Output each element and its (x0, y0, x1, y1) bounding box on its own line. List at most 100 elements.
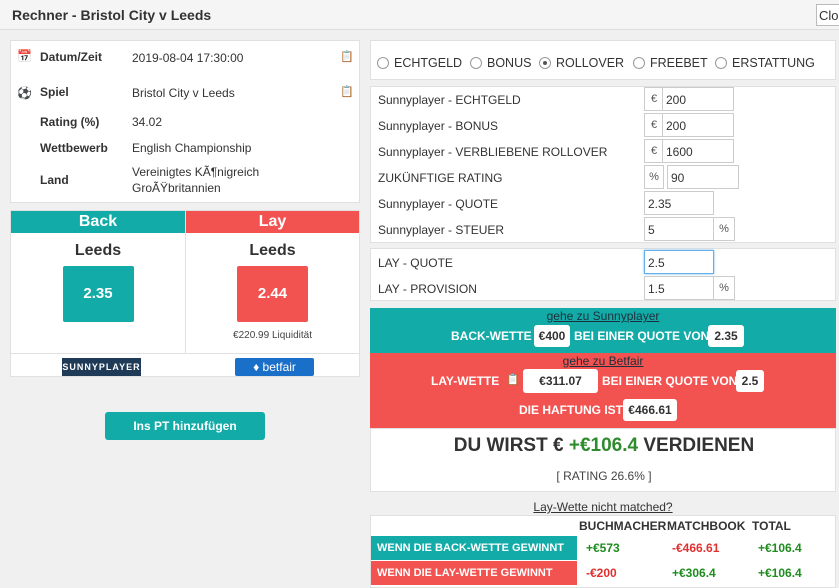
form-row-rating: ZUKÜNFTIGE RATING % 90 (371, 165, 837, 191)
lay-team: Leeds (249, 242, 296, 259)
radio-dot[interactable] (715, 57, 727, 69)
back-team: Leeds (74, 242, 122, 259)
lay-column: Lay Leeds 2.44 €220.99 Liquidität (185, 211, 359, 353)
table-header-matchbook: MATCHBOOK (667, 519, 746, 533)
table-header-total: TOTAL (752, 519, 791, 533)
info-value: 34.02 (132, 115, 163, 129)
table-header-bookmaker: BUCHMACHER (579, 519, 667, 533)
radio-label: ECHTGELD (394, 56, 463, 70)
back-stake-value[interactable]: €400 (534, 325, 570, 347)
future-rating-input[interactable]: 90 (667, 165, 739, 189)
lay-odds-value[interactable]: 2.5 (736, 370, 764, 392)
betfair-symbol-icon: ♦ (253, 360, 260, 374)
back-bet-label: BACK-WETTE (451, 329, 532, 343)
calendar-icon: 📅 (17, 49, 32, 63)
percent-addon: % (713, 217, 735, 241)
info-row-datetime: 📅 Datum/Zeit 2019-08-04 17:30:00 📋 (11, 47, 359, 73)
add-to-pt-button[interactable]: Ins PT hinzufügen (105, 412, 265, 440)
info-value-line2: GroÃŸbritannien (132, 181, 221, 195)
back-header: Back (11, 211, 185, 233)
tax-input[interactable]: 5 (644, 217, 714, 241)
profit-headline: DU WIRST € +€106.4 VERDIENEN (371, 435, 837, 457)
radio-label: FREEBET (650, 56, 708, 70)
cell-total: +€106.4 (758, 541, 802, 555)
bonus-input[interactable]: 200 (662, 113, 734, 137)
goto-sunnyplayer-link[interactable]: gehe zu Sunnyplayer (546, 309, 660, 323)
radio-dot-checked[interactable] (539, 57, 551, 69)
cell-bookmaker: -€200 (586, 566, 617, 580)
lay-odds-box[interactable]: 2.44 (237, 266, 308, 322)
profit-suffix: VERDIENEN (643, 435, 755, 456)
info-label: Spiel (40, 85, 69, 99)
table-row: WENN DIE LAY-WETTE GEWINNT -€200 +€306.4… (371, 561, 837, 585)
info-label: Datum/Zeit (40, 50, 103, 64)
lay-quote-input[interactable]: 2.5 (644, 250, 714, 274)
currency-addon: € (644, 113, 664, 137)
field-label: ZUKÜNFTIGE RATING (378, 171, 503, 185)
radio-dot[interactable] (377, 57, 389, 69)
field-label: Sunnyplayer - BONUS (378, 119, 499, 133)
info-label: Wettbewerb (40, 141, 108, 155)
lay-stake-value[interactable]: €311.07 (523, 369, 598, 393)
radio-dot[interactable] (633, 57, 645, 69)
cell-total: +€106.4 (758, 566, 802, 580)
form-row-lay-quote: LAY - QUOTE 2.5 (371, 250, 837, 276)
back-quote-input[interactable]: 2.35 (644, 191, 714, 215)
rollover-input[interactable]: 1600 (662, 139, 734, 163)
lay-liquidity: €220.99 Liquidität (233, 330, 312, 341)
row-label-lay-wins: WENN DIE LAY-WETTE GEWINNT (371, 561, 577, 585)
form-row-bonus: Sunnyplayer - BONUS € 200 (371, 113, 837, 139)
row-label-back-wins: WENN DIE BACK-WETTE GEWINNT (371, 536, 577, 560)
radio-label: BONUS (487, 56, 532, 70)
lay-bet-form: LAY - QUOTE 2.5 LAY - PROVISION 1.5 % (370, 248, 836, 301)
close-button[interactable]: Close (816, 4, 839, 26)
lay-commission-input[interactable]: 1.5 (644, 276, 714, 300)
radio-label: ROLLOVER (556, 56, 625, 70)
radio-erstattung[interactable]: ERSTATTUNG (715, 56, 815, 70)
radio-echtgeld[interactable]: ECHTGELD (377, 56, 462, 70)
cell-matchbook: -€466.61 (672, 541, 720, 555)
outcome-table: BUCHMACHER MATCHBOOK TOTAL WENN DIE BACK… (370, 515, 836, 588)
info-row-competition: Wettbewerb English Championship (11, 139, 359, 165)
field-label: LAY - PROVISION (378, 282, 477, 296)
result-rating: [ RATING 26.6% ] (556, 469, 652, 483)
field-label: Sunnyplayer - ECHTGELD (378, 93, 521, 107)
copy-icon[interactable]: 📋 (506, 374, 520, 386)
radio-rollover[interactable]: ROLLOVER (539, 56, 624, 70)
back-odds-box[interactable]: 2.35 (62, 266, 134, 322)
radio-dot[interactable] (470, 57, 482, 69)
radio-freebet[interactable]: FREEBET (633, 56, 708, 70)
percent-addon: % (713, 276, 735, 300)
form-row-echtgeld: Sunnyplayer - ECHTGELD € 200 (371, 87, 837, 113)
form-row-quote: Sunnyplayer - QUOTE 2.35 (371, 191, 837, 217)
bookmaker-logos: SUNNYPLAYER ♦ betfair (11, 353, 359, 377)
info-label: Land (40, 173, 69, 187)
copy-icon[interactable]: 📋 (340, 86, 354, 98)
copy-icon[interactable]: 📋 (340, 51, 354, 63)
field-label: LAY - QUOTE (378, 256, 453, 270)
info-value: Vereinigtes KÃ¶nigreich (132, 165, 260, 179)
lay-at-odds-label: BEI EINER QUOTE VON (602, 374, 738, 388)
echtgeld-input[interactable]: 200 (662, 87, 734, 111)
goto-betfair-link[interactable]: gehe zu Betfair (562, 354, 644, 368)
cell-matchbook: +€306.4 (672, 566, 716, 580)
form-row-rollover: Sunnyplayer - VERBLIEBENE ROLLOVER € 160… (371, 139, 837, 165)
window-title: Rechner - Bristol City v Leeds (12, 7, 212, 23)
info-value: Bristol City v Leeds (132, 86, 235, 100)
back-bet-form: Sunnyplayer - ECHTGELD € 200 Sunnyplayer… (370, 86, 836, 243)
bet-type-radio-group: ECHTGELD BONUS ROLLOVER FREEBET ERSTATTU… (370, 40, 836, 80)
betfair-logo[interactable]: ♦ betfair (235, 358, 314, 376)
lay-not-matched-link[interactable]: Lay-Wette nicht matched? (533, 500, 673, 514)
radio-bonus[interactable]: BONUS (470, 56, 531, 70)
profit-prefix: DU WIRST € (453, 435, 564, 456)
sunnyplayer-logo[interactable]: SUNNYPLAYER (62, 358, 141, 376)
info-row-rating: Rating (%) 34.02 (11, 113, 359, 139)
info-row-country: Land Vereinigtes KÃ¶nigreich GroÃŸbritan… (11, 165, 359, 201)
currency-addon: € (644, 87, 664, 111)
form-row-lay-provision: LAY - PROVISION 1.5 % (371, 276, 837, 302)
back-odds-value[interactable]: 2.35 (708, 325, 744, 347)
liability-value[interactable]: €466.61 (623, 399, 677, 421)
lay-bet-instruction: gehe zu Betfair LAY-WETTE 📋 €311.07 BEI … (370, 353, 836, 428)
info-value: 2019-08-04 17:30:00 (132, 51, 244, 65)
info-value: English Championship (132, 141, 252, 155)
